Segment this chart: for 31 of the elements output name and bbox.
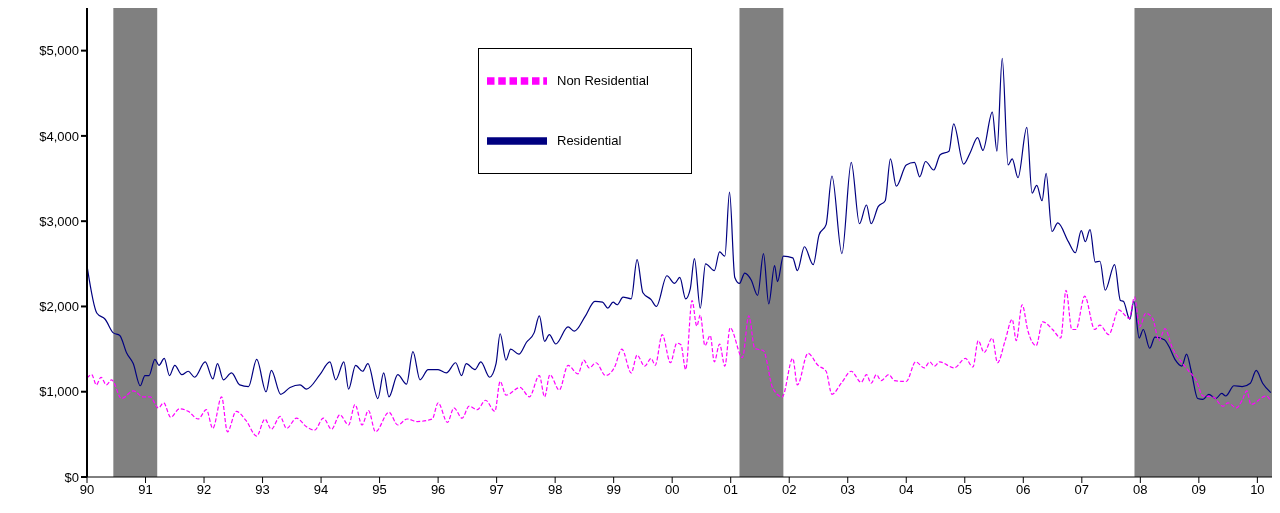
x-tick-label: 94 — [313, 482, 329, 498]
legend-label: Residential — [556, 133, 623, 149]
x-tick-label: 07 — [1074, 482, 1090, 498]
x-tick-label: 97 — [489, 482, 504, 498]
x-tick-label: 95 — [372, 482, 387, 498]
x-tick-label: 03 — [840, 482, 855, 498]
line-series — [87, 57, 1272, 400]
x-tick-label: 10 — [1250, 482, 1265, 498]
y-tick-label: $1,000 — [39, 384, 79, 400]
x-tick-label: 00 — [664, 482, 680, 498]
x-tick-label: 96 — [430, 482, 446, 498]
y-tick-label: $5,000 — [39, 43, 79, 59]
x-tick-label: 99 — [606, 482, 621, 498]
y-tick-label: $3,000 — [39, 213, 79, 229]
x-tick-label: 90 — [79, 482, 95, 498]
y-tick-label: $4,000 — [39, 128, 79, 144]
x-tick-label: 04 — [899, 482, 914, 498]
line-series — [87, 289, 1272, 437]
y-tick-label: $2,000 — [39, 299, 79, 315]
x-tick-label: 02 — [781, 482, 797, 498]
x-tick-label: 05 — [957, 482, 973, 498]
x-tick-label: 92 — [196, 482, 212, 498]
x-tick-label: 06 — [1016, 482, 1031, 498]
y-tick-label: $0 — [64, 469, 79, 485]
x-tick-label: 09 — [1191, 482, 1207, 498]
x-tick-label: 98 — [547, 482, 563, 498]
x-tick-label: 08 — [1133, 482, 1148, 498]
x-tick-label: 93 — [255, 482, 270, 498]
legend-label: Non Residential — [556, 73, 650, 89]
x-tick-label: 01 — [723, 482, 738, 498]
x-tick-label: 91 — [138, 482, 153, 498]
